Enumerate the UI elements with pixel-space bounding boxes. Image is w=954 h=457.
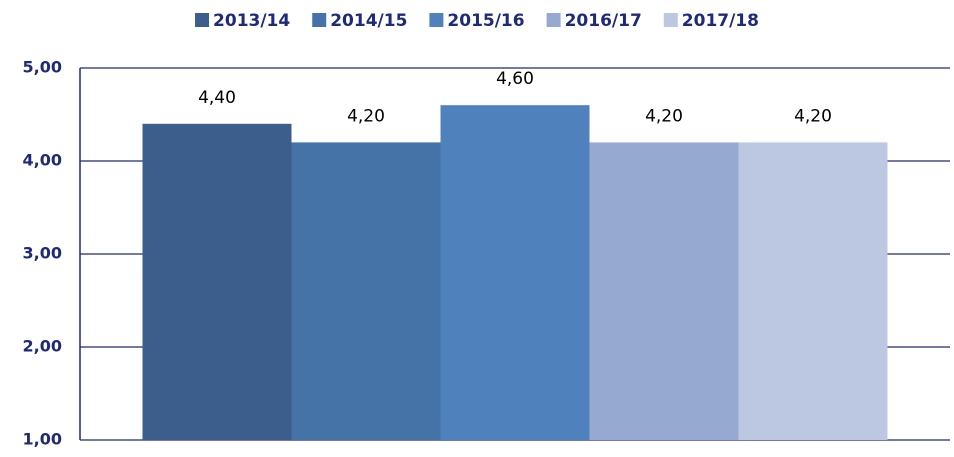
legend-label: 2015/16 [447, 11, 524, 31]
legend-label: 2017/18 [682, 11, 759, 31]
y-tick-label: 4,00 [23, 151, 62, 170]
bar [291, 142, 441, 440]
bar [589, 142, 739, 440]
legend-swatch [312, 13, 327, 27]
value-label: 4,20 [347, 106, 385, 126]
legend-swatch [546, 13, 561, 27]
legend-swatch [195, 13, 210, 27]
y-tick-label: 5,00 [23, 58, 62, 77]
legend-label: 2013/14 [213, 11, 290, 31]
legend-swatch [663, 13, 678, 27]
value-label: 4,20 [794, 106, 832, 126]
legend-label: 2014/15 [330, 11, 407, 31]
y-tick-label: 1,00 [23, 430, 62, 449]
y-tick-label: 2,00 [23, 337, 62, 356]
value-label: 4,60 [496, 69, 534, 89]
value-label: 4,40 [198, 88, 236, 108]
bar [738, 142, 888, 440]
legend-swatch [429, 13, 444, 27]
bar [440, 105, 590, 440]
bar [142, 123, 292, 441]
y-tick-label: 3,00 [23, 244, 62, 263]
value-label: 4,20 [645, 106, 683, 126]
legend-label: 2016/17 [565, 11, 642, 31]
